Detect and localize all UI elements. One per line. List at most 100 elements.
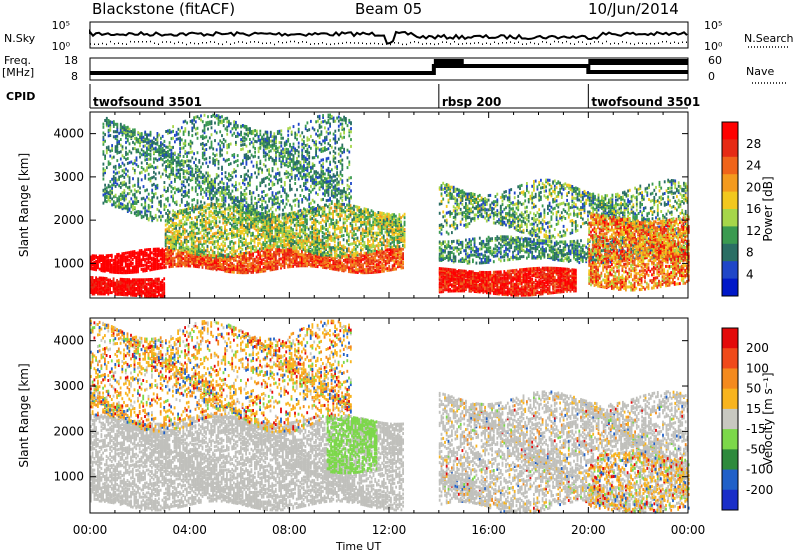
power-cell	[137, 251, 139, 254]
noise-panel: 10⁵10⁰10⁵10⁰	[52, 19, 788, 53]
power-cell	[163, 264, 165, 267]
power-cell	[245, 268, 247, 271]
power-cell	[170, 257, 172, 260]
power-cell	[169, 257, 171, 260]
power-cell	[174, 263, 176, 266]
power-cell	[165, 252, 167, 255]
power-cell	[251, 262, 253, 265]
power-cell	[113, 259, 115, 262]
noise-left-tick: 10⁵	[52, 19, 70, 32]
power-cell	[94, 257, 96, 260]
power-cell	[254, 264, 256, 267]
power-cell	[263, 266, 265, 269]
power-cell	[193, 255, 195, 258]
noise-right-tick: 10⁵	[704, 19, 722, 32]
power-cell	[264, 260, 266, 263]
power-cell	[249, 262, 251, 265]
freq-trace	[90, 66, 688, 73]
cpid-segment-label: rbsp 200	[442, 95, 501, 109]
power-cell	[155, 258, 157, 261]
power-cell	[240, 258, 242, 261]
power-cell	[294, 255, 296, 258]
power-cell	[317, 265, 319, 268]
power-cell	[231, 271, 233, 274]
power-cell	[134, 265, 136, 268]
power-cell	[109, 254, 111, 257]
power-cell	[282, 264, 284, 267]
power-cell	[121, 252, 123, 255]
power-cell	[299, 253, 301, 256]
power-cell	[151, 257, 153, 260]
power-cell	[109, 266, 111, 269]
power-cell	[242, 268, 244, 271]
power-cell	[261, 268, 263, 271]
power-cell	[107, 254, 109, 257]
power-cell	[149, 261, 151, 264]
power-cell	[132, 258, 134, 261]
power-cell	[130, 269, 132, 272]
power-cell	[141, 258, 143, 261]
power-cell	[118, 271, 120, 274]
power-cell	[107, 259, 109, 262]
power-cell	[142, 264, 144, 267]
power-cell	[163, 252, 165, 255]
power-cell	[303, 254, 305, 257]
power-cell	[134, 250, 136, 253]
power-cell	[251, 271, 253, 274]
power-cell	[141, 268, 143, 271]
power-cell	[116, 260, 118, 263]
power-cell	[92, 254, 94, 257]
power-cell	[142, 251, 144, 254]
power-cell	[174, 257, 176, 260]
power-cell	[120, 254, 122, 257]
noise-right-tick: 10⁰	[704, 40, 723, 53]
power-cell	[101, 255, 103, 258]
power-cell	[233, 259, 235, 262]
power-cell	[135, 252, 137, 255]
power-cell	[121, 271, 123, 274]
power-cell	[292, 260, 294, 263]
power-cell	[149, 265, 151, 268]
power-cell	[233, 271, 235, 274]
power-cell	[106, 254, 108, 257]
power-cell	[142, 268, 144, 271]
power-cell	[146, 261, 148, 264]
power-cell	[237, 265, 239, 268]
power-cell	[223, 266, 225, 269]
frequency-panel: 188600	[64, 54, 786, 83]
power-cell	[106, 259, 108, 262]
power-cell	[219, 259, 221, 262]
power-cell	[123, 266, 125, 269]
power-cell	[289, 254, 291, 257]
power-cell	[310, 263, 312, 266]
power-cell	[242, 262, 244, 265]
power-cell	[153, 256, 155, 259]
power-cell	[268, 261, 270, 264]
power-cell	[244, 265, 246, 268]
power-cell	[291, 258, 293, 261]
power-cell	[188, 264, 190, 267]
power-cell	[261, 259, 263, 262]
power-cell	[127, 251, 129, 254]
nave-right-tick: 60	[708, 54, 722, 67]
power-cell	[114, 255, 116, 258]
power-cell	[153, 253, 155, 256]
power-cell	[196, 264, 198, 267]
power-cell	[158, 248, 160, 251]
power-cell	[156, 248, 158, 251]
power-cell	[107, 268, 109, 271]
power-cell	[233, 267, 235, 270]
power-cell	[216, 261, 218, 264]
power-cell	[144, 264, 146, 267]
power-cell	[231, 262, 233, 265]
power-cell	[128, 251, 130, 254]
power-cell	[278, 252, 280, 255]
power-cell	[146, 252, 148, 255]
power-cell	[113, 265, 115, 268]
power-cell	[97, 260, 99, 263]
power-cell	[296, 265, 298, 268]
power-cell	[135, 256, 137, 259]
power-cell	[312, 256, 314, 259]
power-cell	[278, 258, 280, 261]
power-cell	[111, 254, 113, 257]
